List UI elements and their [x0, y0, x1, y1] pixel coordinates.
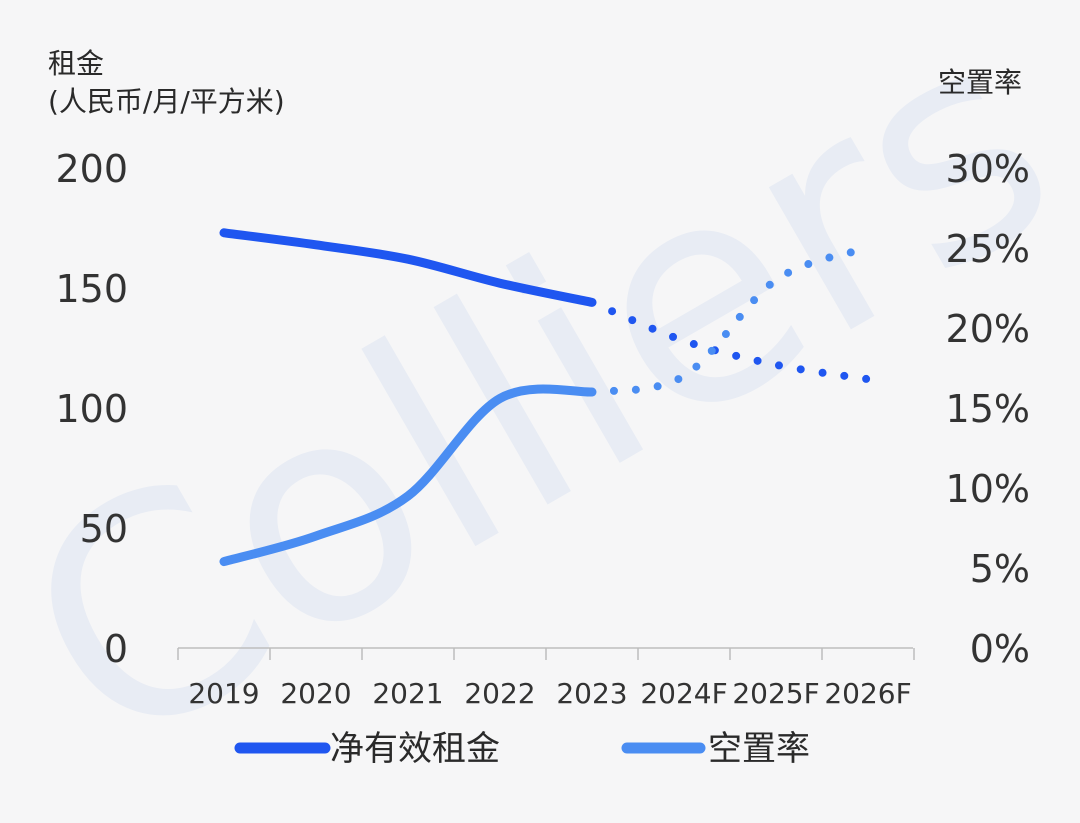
left-tick-label: 100: [55, 387, 128, 431]
left-tick-label: 150: [55, 267, 128, 311]
right-tick-label: 15%: [946, 387, 1030, 431]
right-tick-label: 10%: [946, 467, 1030, 511]
legend-label-rent: 净有效租金: [330, 729, 500, 769]
x-tick-label: 2023: [556, 677, 627, 710]
right-tick-label: 0%: [970, 627, 1030, 671]
left-tick-label: 50: [80, 507, 128, 551]
x-tick-label: 2025F: [732, 677, 819, 710]
right-axis-labels: 30% 25% 20% 15% 10% 5% 0%: [946, 147, 1030, 671]
left-axis-title: 租金: [48, 47, 104, 80]
x-tick-label: 2019: [188, 677, 259, 710]
left-tick-label: 0: [104, 627, 128, 671]
right-tick-label: 20%: [946, 307, 1030, 351]
left-axis-unit: (人民币/月/平方米): [48, 85, 285, 118]
left-axis-labels: 200 150 100 50 0: [55, 147, 128, 671]
x-tick-label: 2022: [464, 677, 535, 710]
right-tick-label: 25%: [946, 227, 1030, 271]
series-0-forecast-line: [588, 298, 872, 384]
left-tick-label: 200: [55, 147, 128, 191]
right-axis-title: 空置率: [938, 66, 1022, 99]
x-axis-labels: 2019 2020 2021 2022 2023 2024F 2025F 2026F: [188, 677, 911, 710]
right-tick-label: 30%: [946, 147, 1030, 191]
x-tick-label: 2020: [280, 677, 351, 710]
x-axis-ticks: [177, 648, 915, 660]
x-tick-label: 2026F: [824, 677, 911, 710]
right-tick-label: 5%: [970, 547, 1030, 591]
x-tick-label: 2024F: [640, 677, 727, 710]
series-1-forecast-line: [588, 244, 872, 396]
series-lines: [219, 228, 872, 567]
series-0-actual-line: [219, 228, 597, 307]
series-1-actual-line: [219, 384, 597, 567]
x-tick-label: 2021: [372, 677, 443, 710]
legend-label-vacancy: 空置率: [708, 729, 810, 769]
